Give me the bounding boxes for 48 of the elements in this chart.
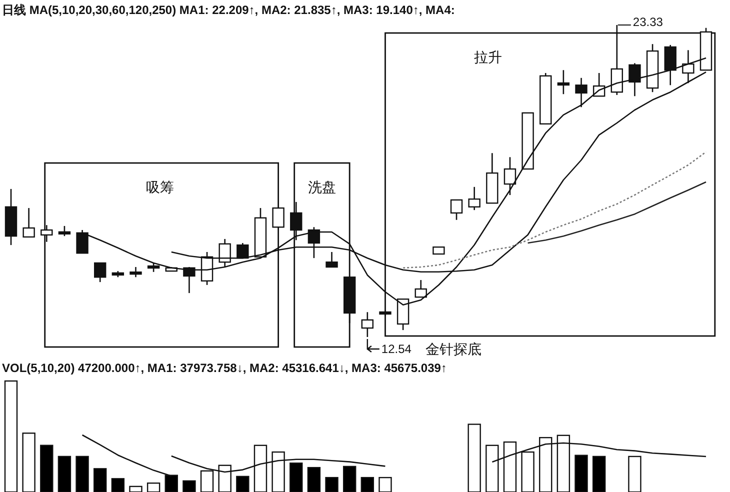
- candlestick: [628, 62, 641, 97]
- annotation: 洗盘: [308, 179, 336, 195]
- candlestick: [326, 251, 338, 268]
- bar: [4, 380, 18, 492]
- bar: [182, 480, 196, 492]
- candlestick: [58, 225, 71, 237]
- bar: [58, 456, 72, 492]
- annotation: 23.33: [632, 15, 664, 29]
- bar: [290, 462, 303, 492]
- bar: [325, 476, 338, 492]
- bar: [307, 466, 321, 492]
- bar: [129, 486, 142, 492]
- candlestick: [308, 226, 320, 259]
- candlestick: [450, 199, 463, 221]
- bar: [111, 478, 125, 492]
- bar: [40, 444, 54, 492]
- candlestick: [414, 279, 427, 298]
- candlestick: [94, 262, 106, 283]
- bar: [574, 454, 588, 492]
- candlestick: [504, 156, 516, 196]
- bar: [236, 476, 250, 492]
- bar: [360, 476, 374, 492]
- bar: [378, 476, 392, 492]
- text: 金针探底: [425, 341, 482, 357]
- bar: [628, 456, 642, 492]
- candlestick: [218, 238, 231, 268]
- bar: [468, 424, 481, 492]
- candlestick: [272, 207, 284, 228]
- candlestick: [22, 207, 35, 238]
- bar: [94, 468, 107, 492]
- candlestick: [468, 186, 480, 211]
- bar: [146, 482, 160, 492]
- chart-title: VOL(5,10,20) 47200.000↑, MA1: 37973.758↓, MA2: 45316.641↓, MA3: 45675.039↑: [2, 361, 447, 375]
- bar: [22, 432, 36, 492]
- candlestick: [236, 242, 249, 259]
- candlestick: [557, 69, 570, 95]
- bar: [342, 466, 356, 492]
- bar: [592, 456, 606, 492]
- annotation: 拉升: [474, 49, 502, 65]
- text: 12.54: [381, 342, 412, 356]
- candlestick: [361, 311, 374, 338]
- chart-title: 日线 MA(5,10,20,30,60,120,250) MA1: 22.209↑, MA2: 21.835↑, MA3: 19.140↑, MA4:: [2, 3, 455, 17]
- candlestick: [40, 224, 53, 243]
- candlestick: [290, 201, 302, 241]
- bar: [76, 456, 89, 492]
- candlestick: [575, 77, 588, 108]
- candlestick: [130, 266, 142, 278]
- annotation: 吸筹: [146, 179, 174, 195]
